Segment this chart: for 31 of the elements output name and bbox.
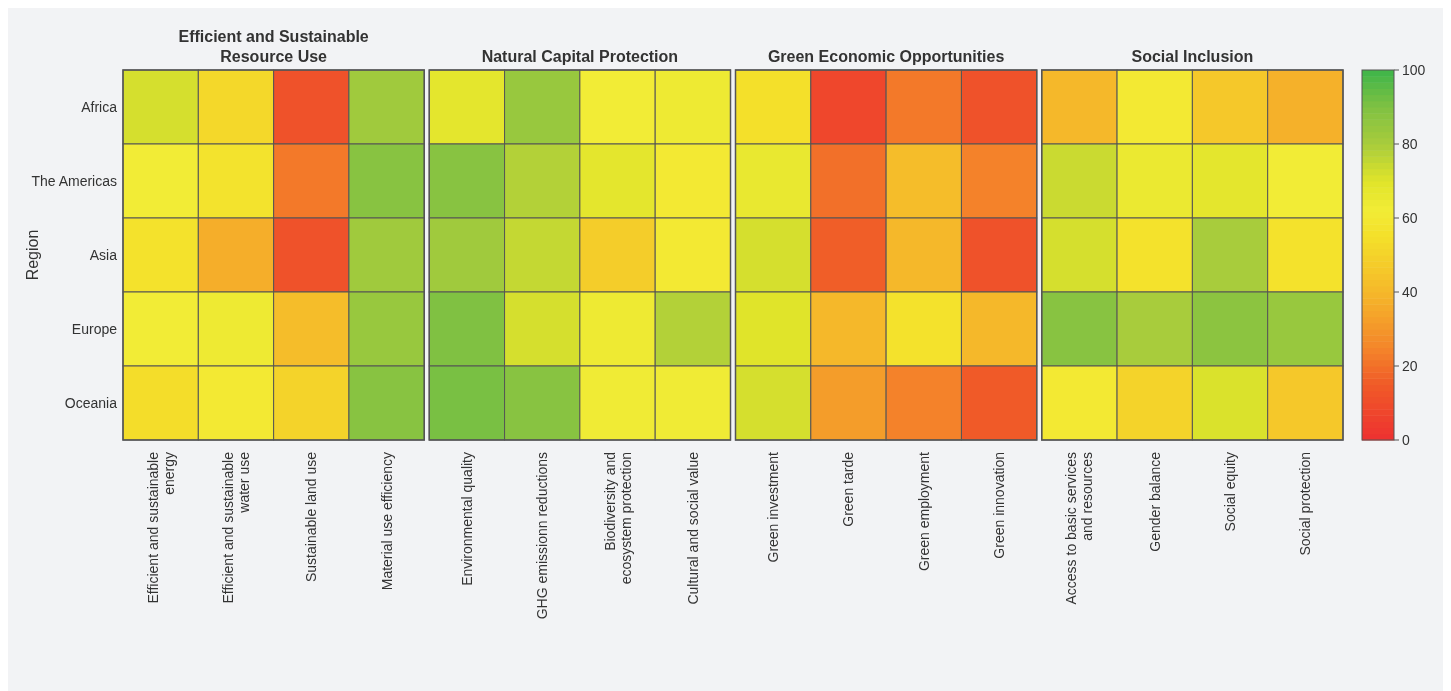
- color-bar-label: 20: [1402, 358, 1418, 374]
- y-axis-title: Region: [24, 229, 41, 281]
- color-bar-label: 80: [1402, 136, 1418, 152]
- x-tick-label: Social protection: [1297, 452, 1314, 556]
- color-bar-label: 100: [1402, 62, 1426, 78]
- y-tick-label: Europe: [71, 321, 118, 337]
- text: Efficient and Sustainable Resource Use: [178, 28, 369, 65]
- x-tick-label: Green tarde: [840, 451, 857, 527]
- x-tick-label: Material use efficiency: [378, 452, 395, 591]
- y-tick-label: Africa: [81, 99, 118, 115]
- x-tick-label: Cultural and social value: [684, 451, 701, 605]
- color-bar-label: 0: [1402, 432, 1410, 448]
- text: Natural Capital Protection: [481, 48, 679, 65]
- text: Green Economic Opportunities: [767, 48, 1005, 65]
- x-tick-label: Access to basic services and resources: [1063, 452, 1096, 605]
- x-tick-label: Biodiversity and ecosystem protection: [601, 452, 634, 585]
- x-tick-label: Environmental quality: [458, 452, 475, 586]
- x-tick-label: GHG emissionn reductions: [534, 452, 551, 620]
- x-tick-label: Sustainable land use: [303, 451, 320, 582]
- x-tick-label: Green employment: [915, 451, 932, 572]
- y-tick-label: Asia: [89, 247, 118, 263]
- x-tick-label: Green investment: [765, 451, 782, 563]
- y-tick-label: The Americas: [31, 173, 117, 189]
- y-tick-label: Oceania: [64, 395, 118, 411]
- x-tick-label: Efficient and sustainable energy: [144, 451, 177, 604]
- x-tick-label: Social equity: [1222, 452, 1239, 532]
- color-bar-label: 60: [1402, 210, 1418, 226]
- x-tick-label: Gender balance: [1146, 451, 1163, 552]
- color-bar-label: 40: [1402, 284, 1418, 300]
- text: Social Inclusion: [1131, 48, 1254, 65]
- x-tick-label: Green innovation: [991, 452, 1008, 559]
